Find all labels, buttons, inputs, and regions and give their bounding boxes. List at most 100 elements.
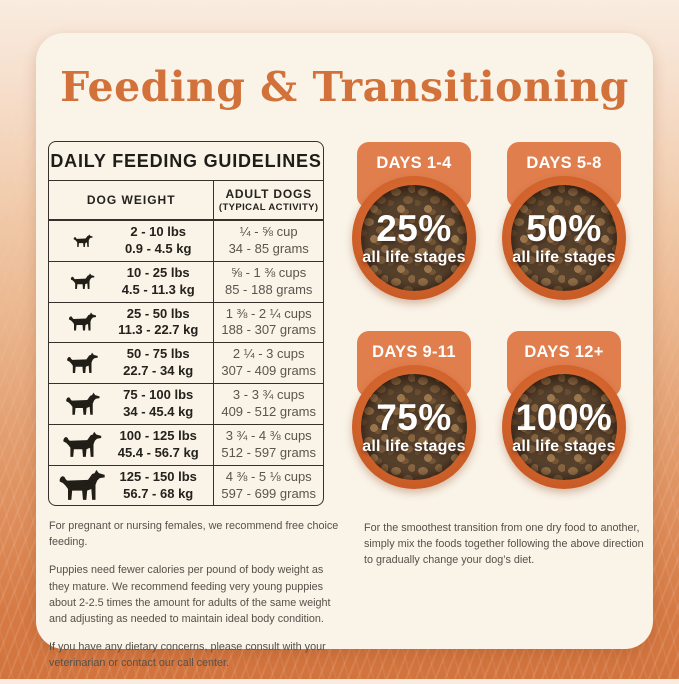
amount-grams: 85 - 188 grams xyxy=(224,281,313,297)
kibble-bowl xyxy=(352,176,476,300)
dog-icon xyxy=(55,312,111,332)
mix-sublabel: all life stages xyxy=(362,437,466,455)
amount-grams: 307 - 409 grams xyxy=(221,363,317,379)
mix-sublabel: all life stages xyxy=(362,248,466,266)
amount-grams: 597 - 699 grams xyxy=(221,485,317,501)
table-header-row: DOG WEIGHT ADULT DOGS (TYPICAL ACTIVITY) xyxy=(49,181,323,220)
amount-cell: 3 - 3 ¾ cups 409 - 512 grams xyxy=(213,384,323,424)
bowl-caption: 50% all life stages xyxy=(502,176,626,300)
kibble-photo xyxy=(361,374,467,480)
weight-lbs: 75 - 100 lbs xyxy=(123,387,194,403)
amount-grams: 34 - 85 grams xyxy=(228,240,309,256)
info-card: Feeding & Transitioning DAILY FEEDING GU… xyxy=(36,33,653,669)
amount-cups: 2 ¼ - 3 cups xyxy=(232,346,305,362)
kibble-bowl xyxy=(502,365,626,489)
column-header-dog-weight: DOG WEIGHT xyxy=(86,193,176,207)
weight-cell: 100 - 125 lbs 45.4 - 56.7 kg xyxy=(49,425,213,465)
weight-kg: 56.7 - 68 kg xyxy=(123,485,194,501)
table-row: 25 - 50 lbs 11.3 - 22.7 kg 1 ⅜ - 2 ¼ cup… xyxy=(49,301,323,343)
amount-cell: ¼ - ⅝ cup 34 - 85 grams xyxy=(213,221,323,261)
amount-cups: 4 ⅜ - 5 ⅛ cups xyxy=(225,468,312,484)
amount-cell: 4 ⅜ - 5 ⅛ cups 597 - 699 grams xyxy=(213,465,323,506)
table-row: 75 - 100 lbs 34 - 45.4 kg 3 - 3 ¾ cups 4… xyxy=(49,383,323,424)
amount-grams: 409 - 512 grams xyxy=(221,404,317,420)
bowl-caption: 25% all life stages xyxy=(352,176,476,300)
mix-percent: 25% xyxy=(376,207,452,249)
weight-text: 75 - 100 lbs 34 - 45.4 kg xyxy=(111,387,209,421)
weight-text: 2 - 10 lbs 0.9 - 4.5 kg xyxy=(111,224,209,258)
dog-icon xyxy=(55,234,111,248)
weight-kg: 34 - 45.4 kg xyxy=(123,404,194,420)
weight-lbs: 125 - 150 lbs xyxy=(119,468,197,484)
note-pregnant-nursing: For pregnant or nursing females, we reco… xyxy=(49,520,339,549)
amount-cell: 1 ⅜ - 2 ¼ cups 188 - 307 grams xyxy=(213,302,323,343)
mix-percent: 75% xyxy=(376,396,452,438)
kibble-bowl xyxy=(352,365,476,489)
dog-icon xyxy=(55,352,111,375)
weight-lbs: 50 - 75 lbs xyxy=(126,346,190,362)
kibble-bowl xyxy=(502,176,626,300)
note-puppies: Puppies need fewer calories per pound of… xyxy=(49,564,331,625)
weight-cell: 10 - 25 lbs 4.5 - 11.3 kg xyxy=(49,262,213,302)
amount-cell: 2 ¼ - 3 cups 307 - 409 grams xyxy=(213,343,323,384)
kibble-photo xyxy=(511,374,617,480)
table-row: 100 - 125 lbs 45.4 - 56.7 kg 3 ¾ - 4 ⅜ c… xyxy=(49,423,323,465)
weight-kg: 0.9 - 4.5 kg xyxy=(124,240,192,256)
mix-percent: 50% xyxy=(526,207,602,249)
table-title: DAILY FEEDING GUIDELINES xyxy=(49,142,323,181)
note-dietary-concerns: If you have any dietary concerns, please… xyxy=(49,641,326,670)
kibble-photo xyxy=(361,185,467,291)
dog-icon xyxy=(55,392,111,417)
bowl-caption: 75% all life stages xyxy=(352,365,476,489)
transition-stage-days-12-plus: DAYS 12+ 100% all life stages xyxy=(502,331,626,489)
amount-cups: ¼ - ⅝ cup xyxy=(239,224,298,239)
transition-stages-grid: DAYS 1-4 25% all life stages DAYS 5-8 50… xyxy=(352,142,626,489)
weight-text: 25 - 50 lbs 11.3 - 22.7 kg xyxy=(111,306,209,340)
weight-lbs: 25 - 50 lbs xyxy=(126,305,190,321)
weight-cell: 2 - 10 lbs 0.9 - 4.5 kg xyxy=(49,221,213,261)
mix-sublabel: all life stages xyxy=(512,248,616,266)
dog-icon xyxy=(55,273,111,290)
bowl-caption: 100% all life stages xyxy=(502,365,626,489)
amount-cell: ⅝ - 1 ⅜ cups 85 - 188 grams xyxy=(213,261,323,302)
table-row: 10 - 25 lbs 4.5 - 11.3 kg ⅝ - 1 ⅜ cups 8… xyxy=(49,260,323,302)
table-row: 2 - 10 lbs 0.9 - 4.5 kg ¼ - ⅝ cup 34 - 8… xyxy=(49,220,323,261)
table-row: 50 - 75 lbs 22.7 - 34 kg 2 ¼ - 3 cups 30… xyxy=(49,342,323,384)
transition-stage-days-1-4: DAYS 1-4 25% all life stages xyxy=(352,142,476,300)
weight-text: 50 - 75 lbs 22.7 - 34 kg xyxy=(111,346,209,380)
amount-cups: 3 - 3 ¾ cups xyxy=(232,387,305,403)
amount-grams: 188 - 307 grams xyxy=(221,322,317,338)
weight-kg: 4.5 - 11.3 kg xyxy=(121,281,195,297)
transition-note: For the smoothest transition from one dr… xyxy=(364,522,644,567)
dog-icon xyxy=(55,431,111,459)
kibble-photo xyxy=(511,185,617,291)
weight-kg: 11.3 - 22.7 kg xyxy=(118,322,199,338)
dog-icon xyxy=(55,469,111,502)
amount-cups: 1 ⅜ - 2 ¼ cups xyxy=(225,305,312,321)
weight-kg: 22.7 - 34 kg xyxy=(123,363,194,379)
weight-lbs: 2 - 10 lbs xyxy=(130,224,187,239)
amount-grams: 512 - 597 grams xyxy=(221,444,317,460)
amount-cups: 3 ¾ - 4 ⅜ cups xyxy=(225,427,312,443)
weight-cell: 75 - 100 lbs 34 - 45.4 kg xyxy=(49,384,213,424)
amount-cell: 3 ¾ - 4 ⅜ cups 512 - 597 grams xyxy=(213,424,323,465)
column-header-adult-line2: (TYPICAL ACTIVITY) xyxy=(218,202,319,213)
transition-stage-days-5-8: DAYS 5-8 50% all life stages xyxy=(502,142,626,300)
column-header-adult-dogs: ADULT DOGS (TYPICAL ACTIVITY) xyxy=(213,181,323,219)
weight-cell: 50 - 75 lbs 22.7 - 34 kg xyxy=(49,343,213,383)
weight-text: 100 - 125 lbs 45.4 - 56.7 kg xyxy=(111,428,209,462)
weight-kg: 45.4 - 56.7 kg xyxy=(117,444,199,460)
page-title: Feeding & Transitioning xyxy=(60,63,629,111)
weight-lbs: 10 - 25 lbs xyxy=(126,264,190,280)
weight-lbs: 100 - 125 lbs xyxy=(119,427,197,443)
mix-sublabel: all life stages xyxy=(512,437,616,455)
weight-text: 10 - 25 lbs 4.5 - 11.3 kg xyxy=(111,265,209,299)
feeding-notes: For pregnant or nursing females, we reco… xyxy=(49,518,343,684)
mix-percent: 100% xyxy=(515,396,613,438)
feeding-guidelines-table: DAILY FEEDING GUIDELINES DOG WEIGHT ADUL… xyxy=(48,141,324,507)
amount-cups: ⅝ - 1 ⅜ cups xyxy=(231,264,307,280)
weight-cell: 25 - 50 lbs 11.3 - 22.7 kg xyxy=(49,303,213,343)
weight-text: 125 - 150 lbs 56.7 - 68 kg xyxy=(111,469,209,503)
table-row: 125 - 150 lbs 56.7 - 68 kg 4 ⅜ - 5 ⅛ cup… xyxy=(49,464,323,506)
